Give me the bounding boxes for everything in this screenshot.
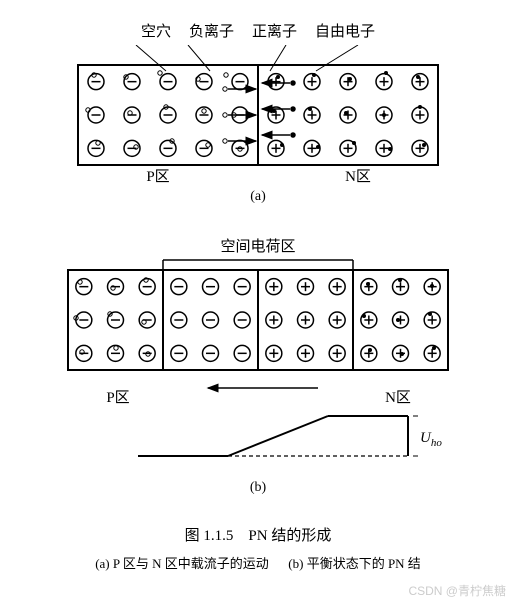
panel-b-diagram: P区 N区 Uho bbox=[48, 256, 468, 476]
label-p-region-a: P区 bbox=[146, 169, 169, 185]
label-free-electron: 自由电子 bbox=[315, 20, 375, 41]
panel-a-legend: 空穴 负离子 正离子 自由电子 bbox=[141, 20, 375, 41]
label-n-region-b: N区 bbox=[385, 390, 411, 406]
figure-subcaption: (a) P 区与 N 区中载流子的运动 (b) 平衡状态下的 PN 结 bbox=[95, 553, 421, 572]
label-pos-ion: 正离子 bbox=[252, 20, 297, 41]
label-n-region-a: N区 bbox=[345, 169, 371, 185]
label-hole: 空穴 bbox=[141, 20, 171, 41]
label-p-region-b: P区 bbox=[106, 390, 129, 406]
panel-a-tag: (a) bbox=[250, 189, 266, 205]
watermark: CSDN @青柠焦糖 bbox=[408, 582, 506, 599]
panel-a-diagram: P区 N区 bbox=[58, 45, 458, 185]
label-neg-ion: 负离子 bbox=[189, 20, 234, 41]
panel-b-tag: (b) bbox=[250, 480, 266, 496]
figure-caption: 图 1.1.5 PN 结的形成 bbox=[185, 524, 332, 545]
label-space-charge: 空间电荷区 bbox=[220, 235, 295, 256]
label-voltage: Uho bbox=[420, 430, 442, 449]
